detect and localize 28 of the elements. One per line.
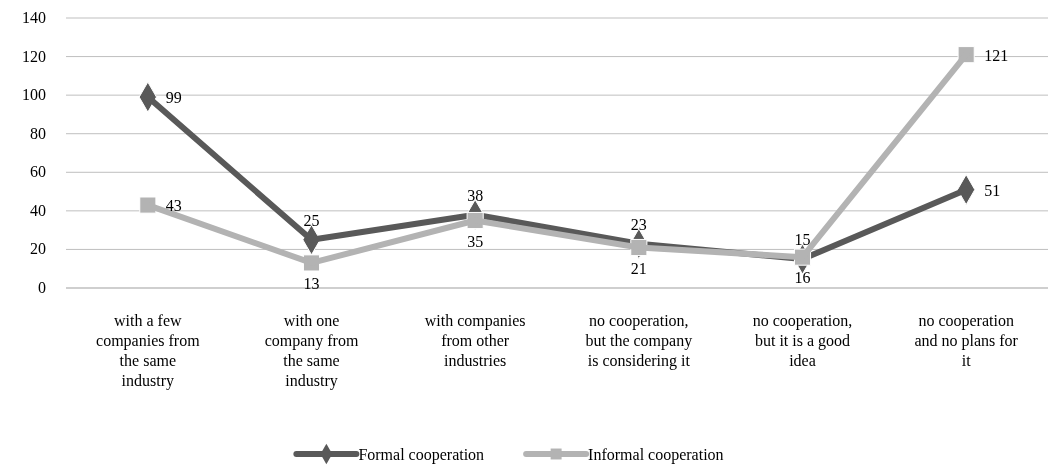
y-tick-label: 140 xyxy=(22,9,46,26)
legend-label: Informal cooperation xyxy=(588,446,724,464)
data-label: 16 xyxy=(794,269,811,287)
data-label: 51 xyxy=(984,181,1001,199)
data-label: 25 xyxy=(303,211,320,229)
data-label: 35 xyxy=(467,232,484,250)
data-label: 99 xyxy=(165,89,182,107)
data-label: 43 xyxy=(165,197,182,215)
y-tick-label: 20 xyxy=(30,240,46,258)
data-label: 121 xyxy=(984,46,1009,64)
y-tick-label: 100 xyxy=(22,86,46,104)
y-tick-label: 120 xyxy=(22,47,46,65)
data-label: 13 xyxy=(303,274,320,292)
y-tick-label: 80 xyxy=(30,124,46,142)
x-tick-label: no cooperation, but it is a good idea xyxy=(752,312,853,369)
x-tick-label: no cooperation, but the company is considering it xyxy=(585,312,693,370)
data-label: 15 xyxy=(794,231,811,249)
x-tick-label: with one company from the same industry xyxy=(264,312,359,390)
x-tick-label: with companies from other industries xyxy=(424,312,526,369)
data-label: 38 xyxy=(467,186,484,204)
data-label: 23 xyxy=(630,215,647,233)
x-tick-label: with a few companies from the same industry xyxy=(96,312,201,390)
legend-label: Formal cooperation xyxy=(358,446,485,464)
x-tick-label: no cooperation and no plans for it xyxy=(914,312,1019,369)
y-tick-label: 0 xyxy=(38,279,46,296)
data-label: 21 xyxy=(630,259,647,277)
y-tick-label: 40 xyxy=(30,201,46,219)
y-tick-label: 60 xyxy=(30,163,46,181)
